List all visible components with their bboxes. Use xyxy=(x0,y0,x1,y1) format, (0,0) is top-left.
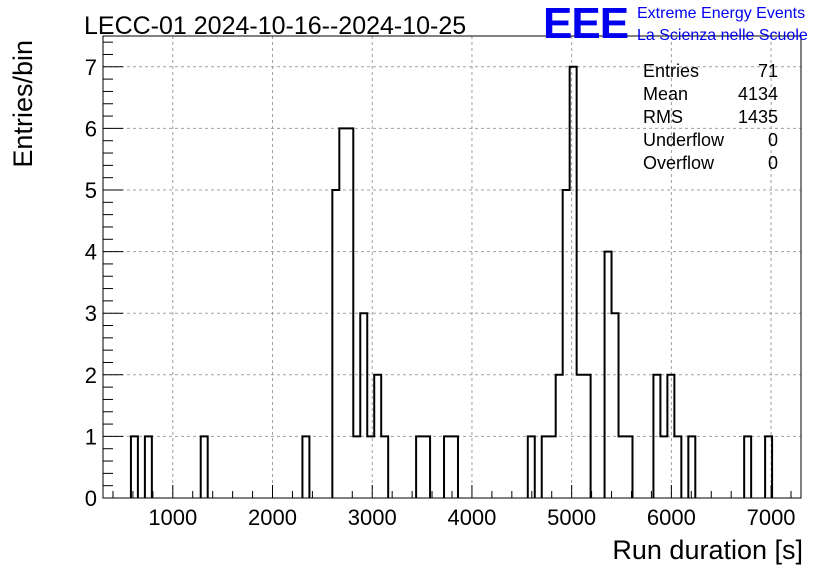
x-tick-label: 2000 xyxy=(248,505,297,530)
logo-line-2: La Scienza nelle Scuole xyxy=(637,27,808,44)
histogram-bin xyxy=(653,375,660,498)
x-tick-label: 1000 xyxy=(148,505,197,530)
y-tick-label: 4 xyxy=(85,240,97,265)
histogram-bin xyxy=(584,375,591,498)
stats-value: 0 xyxy=(768,153,778,173)
stats-label: Entries xyxy=(643,61,699,81)
x-axis-label: Run duration [s] xyxy=(612,535,803,565)
histogram-bin xyxy=(542,436,549,498)
histogram-bin xyxy=(346,128,353,498)
histogram-bin xyxy=(416,436,423,498)
y-tick-label: 0 xyxy=(85,486,97,511)
y-tick-label: 1 xyxy=(85,424,97,449)
histogram-bin xyxy=(667,375,674,498)
histogram-bin xyxy=(674,436,681,498)
histogram-bin xyxy=(612,313,619,498)
x-tick-label: 3000 xyxy=(348,505,397,530)
plot-frame xyxy=(102,35,802,499)
logo: EEE Extreme Energy Events La Scienza nel… xyxy=(543,0,808,48)
histogram-bin xyxy=(444,436,451,498)
logo-line-1: Extreme Energy Events xyxy=(637,5,805,22)
histogram-bin xyxy=(201,436,208,498)
histogram-bin xyxy=(765,436,772,498)
histogram-bin xyxy=(563,190,570,498)
histogram-bin xyxy=(528,436,535,498)
stats-label: Mean xyxy=(643,84,688,104)
y-tick-label: 5 xyxy=(85,178,97,203)
histogram-outline xyxy=(129,65,774,498)
stats-value: 4134 xyxy=(738,84,778,104)
x-tick-label: 4000 xyxy=(447,505,496,530)
stats-value: 1435 xyxy=(738,107,778,127)
stats-label: Overflow xyxy=(643,153,715,173)
stats-label: RMS xyxy=(643,107,683,127)
histogram-bin xyxy=(360,313,367,498)
stats-value: 0 xyxy=(768,130,778,150)
histogram-bin xyxy=(688,436,695,498)
histogram-bin xyxy=(744,436,751,498)
x-tick-label: 7000 xyxy=(747,505,796,530)
y-tick-label: 6 xyxy=(85,116,97,141)
y-tick-label: 3 xyxy=(85,301,97,326)
histogram-bin xyxy=(381,436,388,498)
histogram-bin xyxy=(332,190,339,498)
histogram-bin xyxy=(660,436,667,498)
histogram-bin xyxy=(451,436,458,498)
y-tick-label: 7 xyxy=(85,55,97,80)
x-tick-label: 6000 xyxy=(647,505,696,530)
histogram-bin xyxy=(302,436,309,498)
histogram-bin xyxy=(367,436,374,498)
histogram-bin xyxy=(577,375,584,498)
histogram-bin xyxy=(339,128,346,498)
y-tick-label: 2 xyxy=(85,363,97,388)
histogram-bin xyxy=(145,436,152,498)
histogram-bin xyxy=(353,436,360,498)
histogram-bin xyxy=(549,436,556,498)
histogram-bin xyxy=(626,436,633,498)
histogram-bin xyxy=(131,436,138,498)
histogram-bin xyxy=(423,436,430,498)
stats-value: 71 xyxy=(758,61,778,81)
histogram-bin xyxy=(605,252,612,498)
chart-title: LECC-01 2024-10-16--2024-10-25 xyxy=(84,12,466,40)
x-tick-label: 5000 xyxy=(547,505,596,530)
stats-label: Underflow xyxy=(643,130,725,150)
y-axis-label: Entries/bin xyxy=(8,40,38,168)
stats-box: Entries 71 Mean 4134 RMS 1435 Underflow 0 Overfl… xyxy=(643,61,778,173)
logo-mark: EEE xyxy=(543,0,628,48)
histogram-bin xyxy=(374,375,381,498)
histogram-bin xyxy=(570,67,577,498)
histogram-bin xyxy=(619,436,626,498)
histogram-bin xyxy=(556,375,563,498)
